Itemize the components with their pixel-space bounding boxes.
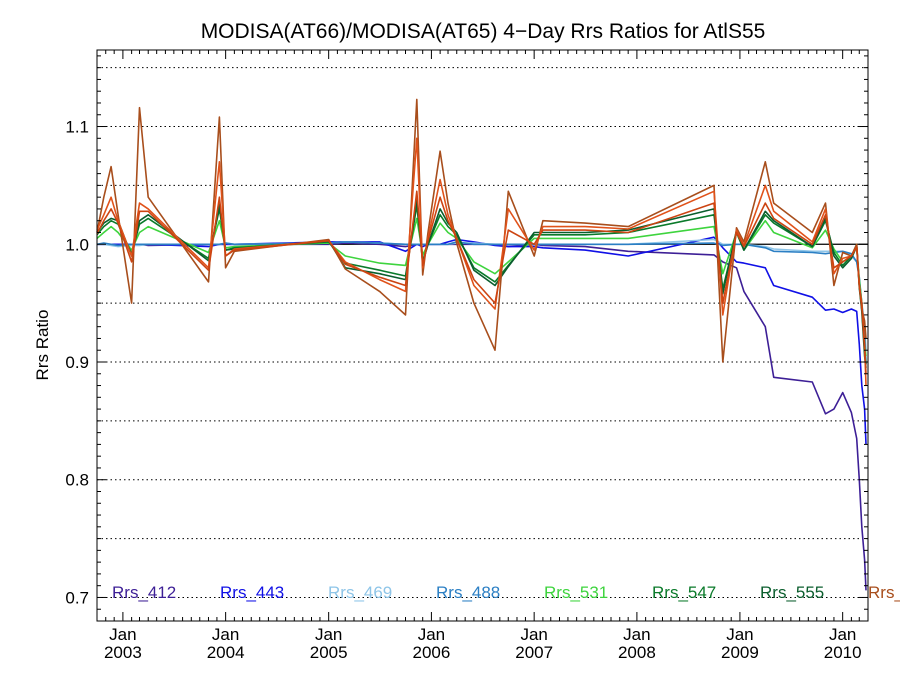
y-tick-label: 1.0 [65,235,89,254]
y-axis-label: Rrs Ratio [33,310,52,381]
series-line-rrs_443 [97,236,867,445]
x-tick-label-year: 2009 [721,643,759,662]
legend-item-rrs_469: Rrs_469 [328,583,392,602]
legend-item-rrs_531: Rrs_531 [544,583,608,602]
legend-item-rrs_488: Rrs_488 [436,583,500,602]
y-tick-label: 0.7 [65,588,89,607]
plot-border [96,49,869,622]
x-axis-ticks: Jan2003Jan2004Jan2005Jan2006Jan2007Jan20… [96,50,869,662]
legend-item-rrs_555: Rrs_555 [760,583,824,602]
x-tick-label-year: 2007 [515,643,553,662]
y-axis-ticks: 0.7 0.8 0.9 1.0 1.1 [65,55,868,610]
x-tick-label-month: Jan [726,625,753,644]
x-tick-label-year: 2006 [412,643,450,662]
plot-frame [96,49,869,622]
x-tick-label-month: Jan [520,625,547,644]
legend-item-rrs_412: Rrs_412 [112,583,176,602]
legend-item-rrs_443: Rrs_443 [220,583,284,602]
x-tick-label-year: 2008 [618,643,656,662]
legend: Rrs_412 Rrs_443 Rrs_469 Rrs_488 Rrs_531 Rrs_5… [112,583,900,602]
x-tick-label-year: 2010 [824,643,862,662]
y-tick-label: 0.9 [65,353,89,372]
y-tick-label: 1.1 [65,118,89,137]
x-tick-label-year: 2004 [207,643,245,662]
grid-lines [97,67,868,598]
x-tick-label-month: Jan [315,625,342,644]
x-tick-label-month: Jan [829,625,856,644]
chart-title: MODISA(AT66)/MODISA(AT65) 4−Day Rrs Rati… [201,20,766,43]
y-tick-label: 0.8 [65,471,89,490]
series-line-unlabeled-9 [96,190,867,374]
x-tick-label-year: 2003 [104,643,142,662]
x-tick-label-month: Jan [418,625,445,644]
x-tick-label-month: Jan [109,625,136,644]
legend-item-rrs_645: Rrs_645 [868,583,900,602]
x-tick-label-month: Jan [212,625,239,644]
x-tick-label-month: Jan [623,625,650,644]
legend-item-rrs_547: Rrs_547 [652,583,716,602]
series-line-unlabeled-8 [96,137,867,386]
series-layer [96,98,867,591]
x-tick-label-year: 2005 [310,643,348,662]
